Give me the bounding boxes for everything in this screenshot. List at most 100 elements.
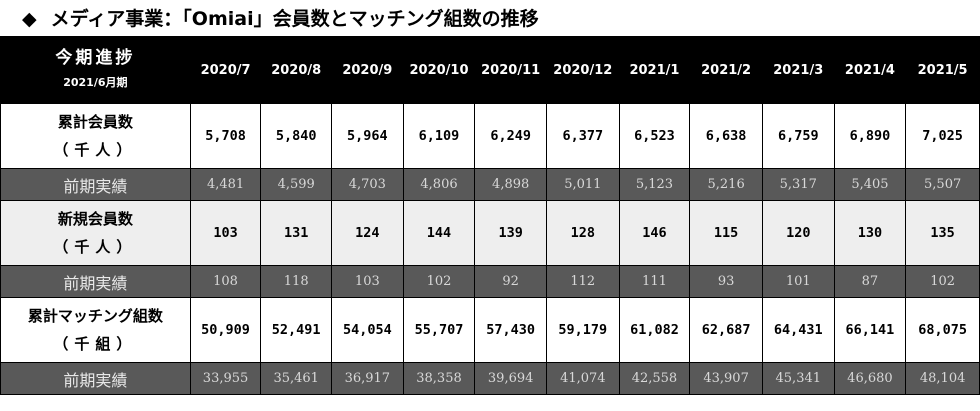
prev-value-cell: 36,917 (331, 362, 404, 395)
month-header: 2021/2 (689, 36, 763, 104)
month-header: 2020/9 (331, 36, 404, 104)
prev-value-cell: 35,461 (260, 362, 333, 395)
prev-value-cell: 101 (761, 265, 835, 298)
prev-value-cell: 4,898 (474, 168, 547, 201)
value-cell: 6,377 (545, 103, 620, 169)
prev-value-cell: 5,216 (689, 168, 763, 201)
prev-value-cell: 42,558 (618, 362, 691, 395)
prev-value-cell: 45,341 (761, 362, 835, 395)
month-header: 2020/11 (474, 36, 547, 104)
prev-value-cell: 4,481 (189, 168, 262, 201)
prev-value-cell: 102 (402, 265, 476, 298)
value-cell: 103 (189, 200, 262, 266)
prev-value-cell: 5,317 (761, 168, 835, 201)
table-row: 新規会員数 （千人） 103 131 124 144 139 128 146 1… (0, 200, 980, 266)
prev-value-cell: 33,955 (189, 362, 262, 395)
row-label-cell: 累計マッチング組数 （千組） (0, 297, 191, 363)
value-cell: 55,707 (402, 297, 476, 363)
value-cell: 115 (689, 200, 763, 266)
month-header: 2021/1 (618, 36, 691, 104)
value-cell: 57,430 (474, 297, 547, 363)
table-row: 累計会員数 （千人） 5,708 5,840 5,964 6,109 6,249… (0, 103, 980, 169)
prev-value-cell: 92 (474, 265, 547, 298)
row-label-line1: 新規会員数 (57, 210, 133, 228)
prev-value-cell: 112 (545, 265, 620, 298)
row-label-line1: 累計会員数 (57, 113, 133, 131)
value-cell: 5,964 (331, 103, 404, 169)
value-cell: 61,082 (618, 297, 691, 363)
table-row-previous: 前期実績 33,955 35,461 36,917 38,358 39,694 … (0, 362, 980, 395)
prev-value-cell: 93 (689, 265, 763, 298)
row-label-line2: （千人） (53, 238, 138, 256)
value-cell: 6,249 (474, 103, 547, 169)
progress-table: 今期進捗 2021/6月期 2020/7 2020/8 2020/9 2020/… (0, 36, 980, 395)
month-header: 2021/3 (761, 36, 835, 104)
prev-value-cell: 48,104 (905, 362, 980, 395)
month-header: 2021/5 (905, 36, 980, 104)
value-cell: 59,179 (545, 297, 620, 363)
prev-value-cell: 108 (189, 265, 262, 298)
prev-value-cell: 39,694 (474, 362, 547, 395)
month-header: 2020/10 (402, 36, 476, 104)
value-cell: 5,840 (260, 103, 333, 169)
value-cell: 6,109 (402, 103, 476, 169)
prev-label-cell: 前期実績 (0, 168, 191, 201)
row-label-cell: 累計会員数 （千人） (0, 103, 191, 169)
prev-value-cell: 5,123 (618, 168, 691, 201)
prev-value-cell: 38,358 (402, 362, 476, 395)
page-title: ◆ メディア事業：「Omiai」会員数とマッチング組数の推移 (22, 6, 539, 32)
value-cell: 54,054 (331, 297, 404, 363)
value-cell: 135 (905, 200, 980, 266)
prev-value-cell: 46,680 (833, 362, 907, 395)
month-header: 2020/7 (189, 36, 262, 104)
value-cell: 6,759 (761, 103, 835, 169)
value-cell: 50,909 (189, 297, 262, 363)
value-cell: 62,687 (689, 297, 763, 363)
prev-value-cell: 5,011 (545, 168, 620, 201)
prev-value-cell: 5,507 (905, 168, 980, 201)
table-row-previous: 前期実績 108 118 103 102 92 112 111 93 101 8… (0, 265, 980, 298)
table-row: 累計マッチング組数 （千組） 50,909 52,491 54,054 55,7… (0, 297, 980, 363)
value-cell: 128 (545, 200, 620, 266)
value-cell: 146 (618, 200, 691, 266)
value-cell: 6,523 (618, 103, 691, 169)
value-cell: 64,431 (761, 297, 835, 363)
value-cell: 120 (761, 200, 835, 266)
header-row: 今期進捗 2021/6月期 2020/7 2020/8 2020/9 2020/… (0, 36, 980, 104)
month-header: 2020/12 (545, 36, 620, 104)
prev-value-cell: 5,405 (833, 168, 907, 201)
value-cell: 66,141 (833, 297, 907, 363)
prev-value-cell: 41,074 (545, 362, 620, 395)
value-cell: 144 (402, 200, 476, 266)
value-cell: 131 (260, 200, 333, 266)
row-label-line2: （千人） (53, 141, 138, 159)
title-text: メディア事業：「Omiai」会員数とマッチング組数の推移 (50, 8, 539, 30)
prev-value-cell: 4,806 (402, 168, 476, 201)
value-cell: 124 (331, 200, 404, 266)
prev-value-cell: 87 (833, 265, 907, 298)
row-label-line1: 累計マッチング組数 (27, 307, 163, 325)
value-cell: 6,638 (689, 103, 763, 169)
prev-value-cell: 43,907 (689, 362, 763, 395)
prev-label-cell: 前期実績 (0, 362, 191, 395)
table-row-previous: 前期実績 4,481 4,599 4,703 4,806 4,898 5,011… (0, 168, 980, 201)
prev-value-cell: 102 (905, 265, 980, 298)
prev-value-cell: 111 (618, 265, 691, 298)
row-label-cell: 新規会員数 （千人） (0, 200, 191, 266)
value-cell: 52,491 (260, 297, 333, 363)
value-cell: 7,025 (905, 103, 980, 169)
value-cell: 6,890 (833, 103, 907, 169)
value-cell: 5,708 (189, 103, 262, 169)
month-header: 2021/4 (833, 36, 907, 104)
prev-value-cell: 103 (331, 265, 404, 298)
prev-value-cell: 4,703 (331, 168, 404, 201)
value-cell: 139 (474, 200, 547, 266)
prev-value-cell: 118 (260, 265, 333, 298)
value-cell: 68,075 (905, 297, 980, 363)
prev-value-cell: 4,599 (260, 168, 333, 201)
header-label-line2: 2021/6月期 (63, 76, 128, 89)
diamond-icon: ◆ (22, 8, 37, 30)
value-cell: 130 (833, 200, 907, 266)
row-label-line2: （千組） (53, 335, 138, 353)
prev-label-cell: 前期実績 (0, 265, 191, 298)
